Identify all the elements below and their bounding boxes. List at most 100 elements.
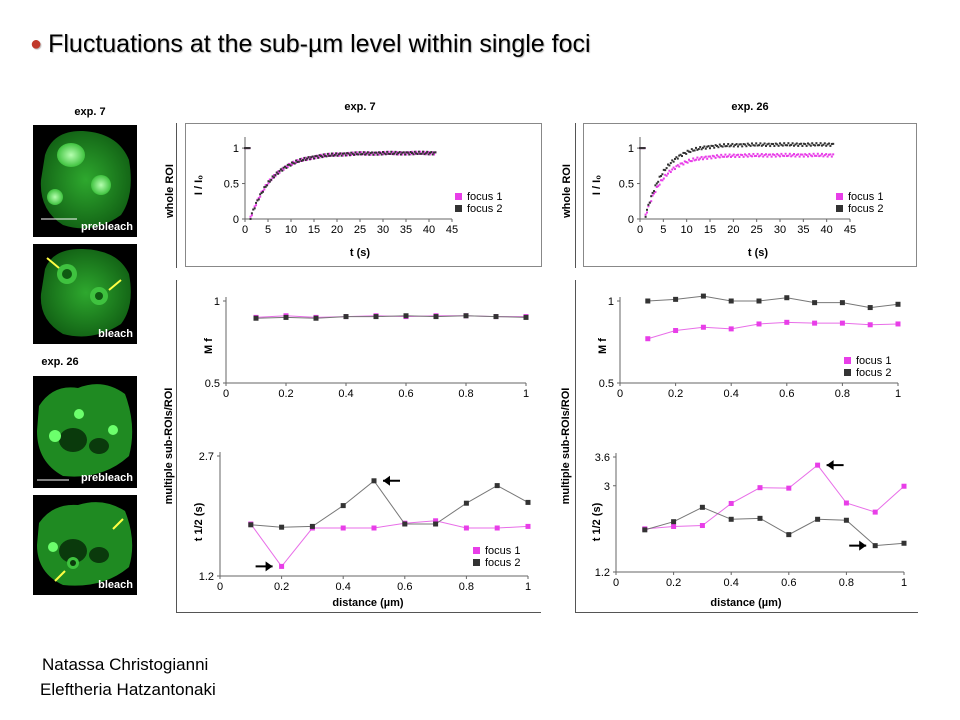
data-point (676, 157, 679, 160)
data-point (366, 151, 369, 154)
data-point (365, 153, 368, 156)
data-point (645, 298, 651, 304)
data-point (314, 157, 317, 160)
frame-exp26-top (575, 123, 577, 268)
data-point (731, 154, 734, 157)
column-header-exp7: exp. 7 (344, 101, 376, 113)
data-point (426, 152, 429, 155)
author-1: Natassa Christogianni (42, 655, 209, 674)
x-tick-label: 45 (844, 224, 856, 236)
data-point (304, 156, 307, 159)
legend-swatch (455, 193, 462, 200)
data-point (682, 163, 685, 166)
data-point (867, 322, 873, 328)
data-point (359, 153, 362, 156)
data-point (285, 165, 288, 168)
y-axis-label: M f (203, 338, 215, 354)
data-point (683, 160, 686, 163)
data-point (370, 151, 373, 154)
legend-label: focus 2 (848, 203, 883, 215)
data-point (309, 523, 315, 529)
data-point (413, 153, 416, 156)
data-point (807, 142, 809, 145)
data-point (427, 153, 430, 156)
data-point (259, 193, 262, 196)
data-point (679, 153, 682, 156)
data-point (829, 144, 832, 147)
data-point (689, 151, 692, 154)
data-point (322, 155, 325, 158)
data-point (297, 160, 300, 163)
data-point (341, 152, 344, 155)
data-point (763, 142, 766, 145)
data-point (376, 153, 379, 156)
data-point (463, 525, 469, 531)
frame-exp26-top-box (583, 123, 917, 267)
x-tick-label: 0.8 (835, 388, 850, 400)
data-point (379, 152, 382, 155)
data-point (732, 153, 735, 156)
data-point (300, 159, 303, 162)
data-point (422, 152, 425, 155)
data-point (802, 155, 805, 158)
data-point (794, 155, 797, 158)
data-point (358, 151, 361, 154)
data-point (755, 142, 758, 145)
data-point (709, 155, 711, 158)
data-point (678, 154, 681, 157)
data-point (351, 152, 354, 155)
data-point (686, 161, 689, 164)
x-tick-label: 0.2 (668, 388, 683, 400)
data-point (653, 190, 655, 193)
data-point (383, 150, 386, 153)
data-point (675, 156, 678, 159)
data-point (340, 503, 346, 509)
data-point (695, 146, 697, 149)
data-point (313, 315, 319, 321)
data-point (725, 145, 728, 148)
data-point (333, 153, 336, 156)
data-point (804, 143, 807, 146)
data-point (417, 152, 420, 155)
data-point (802, 142, 805, 145)
data-point (685, 152, 688, 155)
data-point (673, 296, 679, 302)
data-point (250, 212, 253, 215)
data-point (703, 145, 706, 148)
data-point (711, 154, 714, 157)
data-point (780, 143, 783, 146)
data-point (795, 142, 798, 145)
data-point (253, 315, 259, 321)
data-point (818, 155, 821, 158)
data-point (788, 152, 791, 155)
data-point (431, 151, 434, 154)
data-point (809, 154, 812, 157)
data-point (671, 159, 674, 162)
data-point (770, 155, 773, 158)
frame-exp7-top-box (185, 123, 542, 267)
data-point (286, 166, 289, 169)
data-point (358, 153, 361, 156)
x-tick-label: 35 (400, 224, 412, 236)
data-point (259, 195, 262, 198)
data-point (337, 153, 340, 156)
data-point (784, 295, 790, 301)
x-tick-label: 0.4 (724, 388, 739, 400)
data-point (756, 152, 759, 155)
data-point (744, 143, 746, 146)
data-point (767, 153, 770, 156)
data-point (271, 175, 274, 178)
data-point (758, 144, 760, 147)
data-point (674, 157, 676, 160)
data-point (430, 151, 433, 154)
data-point (723, 143, 725, 146)
data-point (244, 147, 246, 150)
data-point (777, 144, 780, 147)
data-point (647, 205, 650, 208)
data-point (654, 191, 657, 194)
data-point (662, 177, 665, 180)
y-tick-label: 1 (628, 143, 634, 155)
data-point (394, 150, 397, 153)
data-point (751, 142, 753, 145)
data-point (751, 155, 753, 158)
